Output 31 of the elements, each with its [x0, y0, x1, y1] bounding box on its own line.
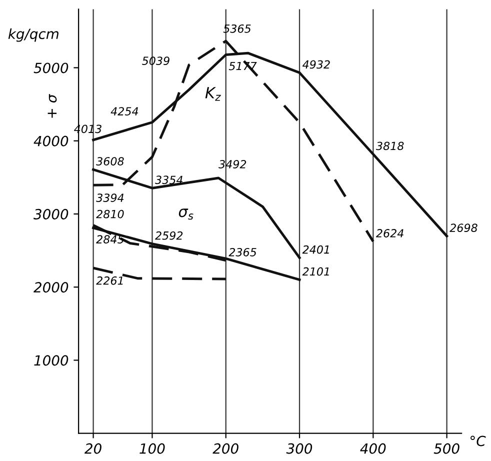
data-label: 3818: [376, 142, 404, 150]
data-label: 3608: [96, 157, 124, 166]
y-tick-label: 4000: [34, 136, 68, 146]
data-label: 3354: [155, 176, 182, 184]
data-label: 2592: [155, 231, 183, 240]
text: kg/qcm: [8, 28, 58, 42]
data-label: 4254: [110, 107, 138, 116]
annotation: K$_{z}$: [205, 87, 221, 101]
data-label: 2810: [96, 210, 124, 218]
y-tick-label: 5000: [34, 62, 68, 74]
data-label: 2845: [96, 235, 124, 244]
x-axis-title: °C: [470, 436, 486, 446]
x-tick-label: 100: [140, 443, 165, 454]
x-tick-label: 300: [286, 443, 312, 454]
data-label: 4932: [302, 60, 330, 69]
data-label: 2698: [450, 224, 478, 232]
y-axis-title: + σ: [48, 94, 57, 118]
data-label: 2624: [376, 229, 404, 238]
data-label: 3394: [96, 194, 124, 202]
y-tick-label: 1000: [34, 355, 68, 366]
y-tick-label: 3000: [34, 208, 68, 220]
data-label: 2365: [228, 248, 256, 256]
x-tick-label: 20: [84, 443, 102, 454]
data-label: 2261: [96, 276, 123, 285]
annotation: σ$_{s}$: [178, 208, 194, 220]
data-label: 2101: [302, 267, 329, 276]
x-tick-label: 500: [434, 443, 460, 454]
y-tick-label: 2000: [34, 282, 68, 293]
data-label: 2401: [302, 245, 329, 254]
x-tick-label: 400: [360, 443, 386, 454]
x-tick-label: 200: [212, 443, 238, 454]
